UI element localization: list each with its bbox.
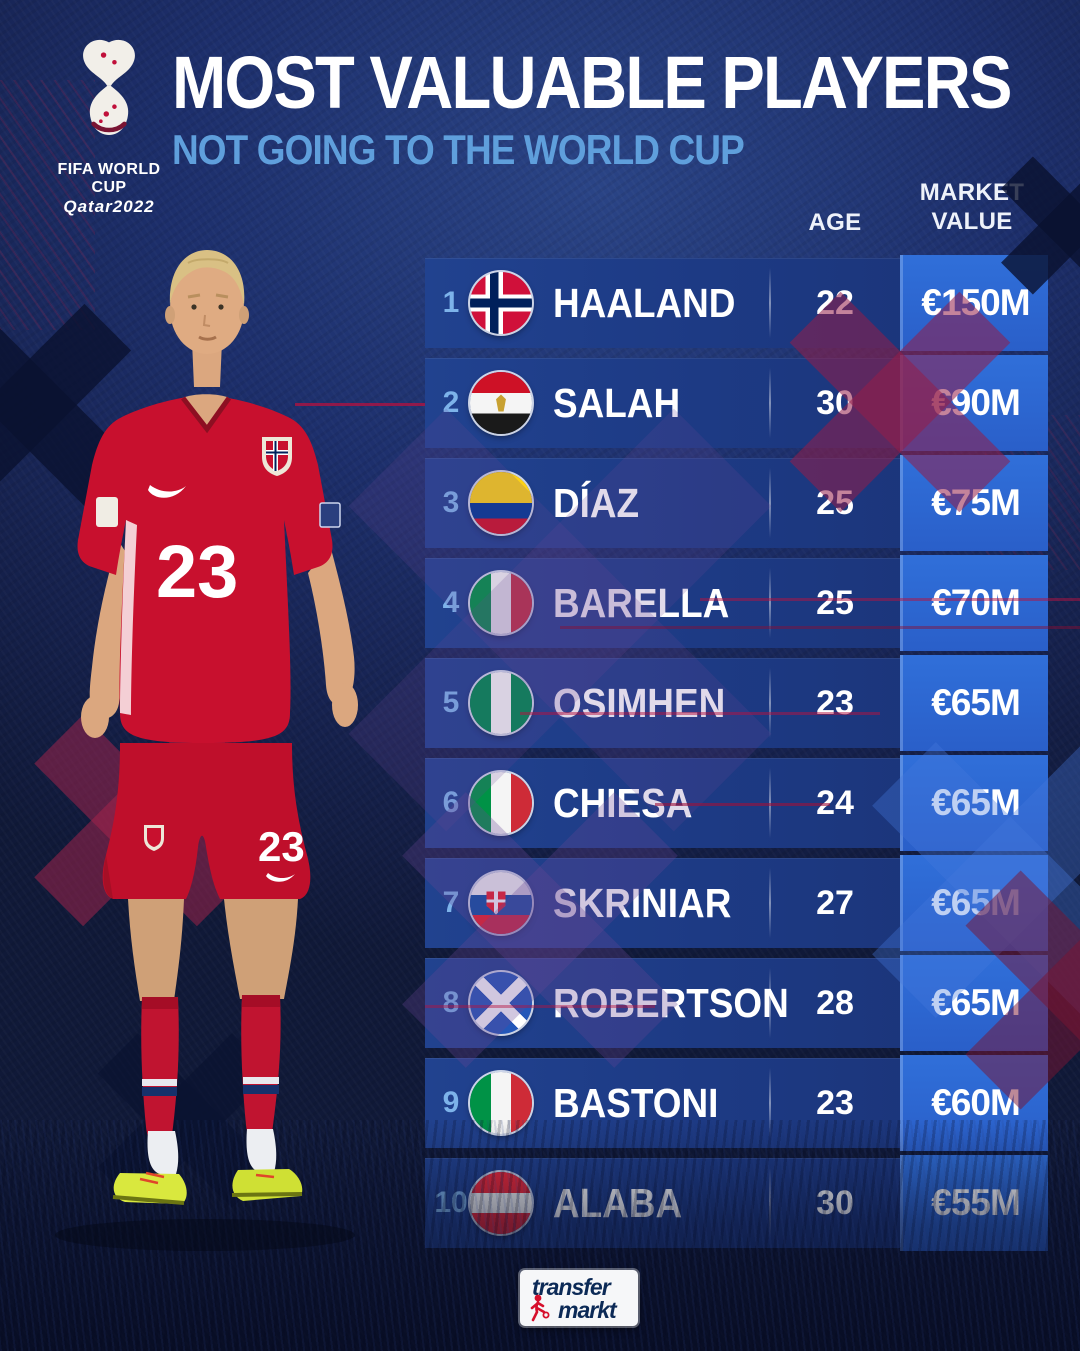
rank-label: 4 [442,586,460,619]
trophy-swirl-icon [83,39,135,136]
table-row: 8 ROBERTSON 28 €65M [425,955,1048,1051]
table-row: 2 SALAH 30 €90M [425,355,1048,451]
rank-label: 10 [434,1186,468,1219]
table-row: 9 BASTONI 23 €60M [425,1055,1048,1151]
table-row: 4 BARELLA 25 €70M [425,555,1048,651]
fifa-logo-text: FIFA WORLD CUP [57,161,161,196]
flag-egypt-icon [470,372,532,434]
rank-label: 1 [442,286,460,319]
rank-label: 7 [442,886,460,919]
age-value: 24 [816,784,854,822]
brand-word-markt: markt [558,1297,617,1323]
flag-nigeria-icon [470,672,532,734]
flag-austria-icon [470,1172,532,1234]
flag-italy-icon [470,1072,532,1134]
column-divider [769,1068,771,1138]
table-row: 6 CHIESA 24 €65M [425,755,1048,851]
rank-label: 6 [442,786,460,819]
market-value-header-line2: VALUE [931,208,1013,235]
market-value: €60M [900,1055,1048,1151]
flag-slovakia-icon [470,872,532,934]
market-value: €55M [900,1155,1048,1251]
market-value: €90M [900,355,1048,451]
rank-label: 9 [442,1086,460,1119]
player-name: BASTONI [553,1080,719,1126]
player-name: OSIMHEN [553,680,726,726]
player-name: SALAH [553,380,681,426]
fifa-world-cup-logo: FIFA WORLD CUP Qatar2022 [44,36,174,217]
player-name: ROBERTSON [553,980,789,1026]
flag-norway-icon [470,272,532,334]
transfermarkt-logo: transfer markt [520,1270,638,1326]
market-value: €65M [900,655,1048,751]
age-value: 25 [816,484,854,522]
market-value: €65M [900,955,1048,1051]
qatar-2022-text: Qatar2022 [63,197,155,216]
flag-italy-icon [470,772,532,834]
player-name: HAALAND [553,280,736,326]
age-value: 28 [816,984,854,1022]
player-photo: 23 23 [55,250,358,1251]
market-value-header-line1: MARKET [919,179,1025,206]
rank-label: 3 [442,486,460,519]
player-name: CHIESA [553,780,693,826]
age-value: 22 [816,284,854,322]
column-divider [769,368,771,438]
svg-text:23: 23 [258,823,305,870]
rank-label: 5 [442,686,460,719]
column-header-age: AGE [808,209,862,236]
page-title: MOST VALUABLE PLAYERS [172,41,1012,124]
flag-italy-icon [470,572,532,634]
svg-text:23: 23 [156,530,238,613]
player-name: DÍAZ [553,480,640,526]
age-value: 23 [816,1084,854,1122]
table-row: 5 OSIMHEN 23 €65M [425,655,1048,751]
age-value: 25 [816,584,854,622]
table-row: 1 HAALAND 22 €150M [425,255,1048,351]
column-divider [769,968,771,1038]
market-value: €70M [900,555,1048,651]
column-divider [769,868,771,938]
footballer-icon [530,1294,550,1322]
age-value: 30 [816,384,854,422]
column-header-market-value: MARKET VALUE [898,178,1046,236]
page-subtitle: NOT GOING TO THE WORLD CUP [172,126,745,173]
market-value: €65M [900,855,1048,951]
rank-label: 8 [442,986,460,1019]
market-value: €75M [900,455,1048,551]
column-divider [769,268,771,338]
flag-scotland-icon [470,972,532,1034]
market-value: €150M [900,255,1048,351]
age-value: 30 [816,1184,854,1222]
player-name: SKRINIAR [553,880,732,926]
flag-colombia-icon [470,472,532,534]
column-divider [769,568,771,638]
rank-label: 2 [442,386,460,419]
age-value: 23 [816,684,854,722]
red-pinstripe-patch [0,80,95,330]
table-row: 7 SKRINIAR 27 €65M [425,855,1048,951]
column-divider [769,668,771,738]
table-row: 10 ALABA 30 €55M [425,1155,1048,1251]
column-divider [769,468,771,538]
table-row: 3 DÍAZ 25 €75M [425,455,1048,551]
player-name: ALABA [553,1180,683,1226]
player-name: BARELLA [553,580,730,626]
market-value: €65M [900,755,1048,851]
age-value: 27 [816,884,854,922]
